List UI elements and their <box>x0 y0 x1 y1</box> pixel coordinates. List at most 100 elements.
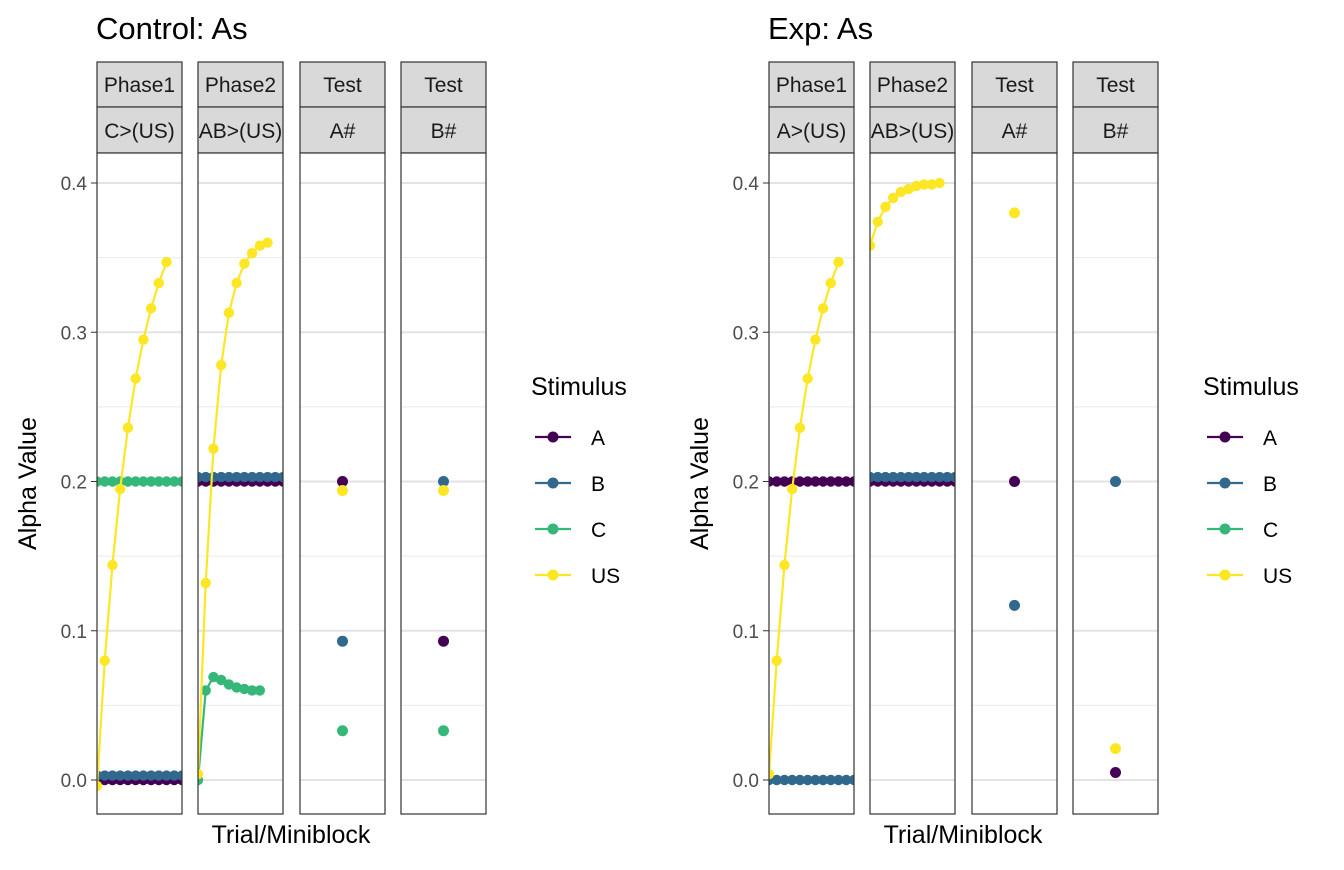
legend-label: A <box>1263 427 1277 450</box>
data-point-C <box>145 476 157 487</box>
y-tick-label: 0.1 <box>61 622 87 643</box>
data-point-US <box>771 655 782 666</box>
panel-data <box>769 256 854 786</box>
data-point-B <box>438 476 449 487</box>
legend-label: C <box>1263 519 1278 542</box>
legend-key-point <box>1219 569 1231 581</box>
panel-border <box>299 152 386 815</box>
strip-bottom-label: B# <box>1103 120 1129 143</box>
legend-label: B <box>1263 473 1277 496</box>
strip-top <box>299 61 386 108</box>
legend-key-point <box>547 523 559 535</box>
facet-panel-3: Test A# <box>299 61 386 815</box>
data-point-US <box>208 443 219 454</box>
data-point-C <box>200 685 211 696</box>
data-point-US <box>870 240 876 251</box>
data-point-B <box>833 774 844 786</box>
data-point-B <box>169 770 180 781</box>
strip-bottom <box>197 106 284 154</box>
legend-key-point <box>1219 431 1231 443</box>
y-tick-label: 0.0 <box>733 771 759 792</box>
strip-bottom <box>299 106 386 154</box>
legend-title: Stimulus <box>531 373 627 401</box>
data-point-US <box>833 256 844 268</box>
legend-key-point <box>1219 477 1231 489</box>
strip-top-label: Phase1 <box>104 74 175 97</box>
y-axis-title: Alpha Value <box>14 417 42 550</box>
data-point-B <box>114 770 126 781</box>
strip-bottom-label: B# <box>431 120 457 143</box>
data-point-US <box>438 484 449 496</box>
data-point-B <box>779 774 790 786</box>
data-point-B <box>122 770 134 781</box>
data-point-US <box>794 422 806 433</box>
strip-bottom <box>768 106 855 154</box>
data-point-A <box>848 476 854 487</box>
data-point-C <box>122 476 134 487</box>
data-point-C <box>231 682 242 693</box>
data-point-B <box>771 774 782 786</box>
data-point-B <box>918 471 930 483</box>
strip-top <box>768 61 855 108</box>
data-point-C <box>254 685 266 696</box>
panel-border <box>197 152 284 815</box>
data-point-C <box>99 476 110 487</box>
strip-top <box>96 61 183 108</box>
data-point-US <box>122 422 134 433</box>
panel-data <box>97 256 182 792</box>
data-point-B <box>161 770 172 781</box>
data-point-A <box>841 476 852 487</box>
legend: Stimulus ABC US <box>531 373 627 588</box>
data-point-US <box>880 201 891 213</box>
legend-key-point <box>547 477 559 489</box>
data-point-B <box>153 770 165 781</box>
series-line-US <box>198 241 268 775</box>
y-tick-label: 0.2 <box>733 473 759 494</box>
y-tick-label: 0.1 <box>733 622 759 643</box>
strip-bottom-label: AB>(US) <box>871 120 954 143</box>
data-point-B <box>1009 599 1020 611</box>
strip-top-label: Phase1 <box>776 74 847 97</box>
legend-label: C <box>591 519 606 542</box>
strip-bottom <box>400 106 487 154</box>
panel-border <box>400 152 487 815</box>
data-point-C <box>215 674 227 686</box>
data-point-US <box>145 303 157 314</box>
data-point-US <box>239 258 250 269</box>
data-point-C <box>130 476 141 487</box>
data-point-B <box>337 635 348 647</box>
data-point-US <box>114 483 126 495</box>
chart-control: Control: As 0.0 0.1 0.2 0.3 0.4 Alpha Value Tri… <box>14 11 627 849</box>
strip-top-label: Phase2 <box>877 74 948 97</box>
data-point-A <box>1009 476 1020 487</box>
data-point-B <box>262 471 273 483</box>
panel-data <box>1009 207 1020 611</box>
data-point-US <box>138 334 149 345</box>
strip-top-label: Test <box>323 74 362 97</box>
data-point-US <box>130 373 141 384</box>
strip-top-label: Test <box>995 74 1034 97</box>
facet-panel-1: Phase1 C>(US) <box>96 61 183 815</box>
data-point-US <box>779 559 790 571</box>
data-point-B <box>145 770 157 781</box>
data-point-US <box>107 559 118 571</box>
data-point-A <box>817 476 829 487</box>
chart-exp: Exp: As 0.0 0.1 0.2 0.3 0.4 Alpha Value Trial/M… <box>686 11 1299 849</box>
data-point-US <box>817 303 829 314</box>
strip-top <box>1072 61 1159 108</box>
strip-top-label: Phase2 <box>205 74 276 97</box>
y-tick-label: 0.3 <box>733 323 759 344</box>
data-point-B <box>949 471 955 483</box>
strip-bottom <box>1072 106 1159 154</box>
data-point-C <box>138 476 149 487</box>
data-point-B <box>107 770 118 781</box>
data-point-B <box>887 471 899 483</box>
data-point-B <box>99 770 110 781</box>
data-point-US <box>802 373 813 384</box>
strip-top <box>400 61 487 108</box>
data-point-B <box>841 774 852 786</box>
panel-data <box>198 237 283 786</box>
data-point-US <box>769 768 775 780</box>
